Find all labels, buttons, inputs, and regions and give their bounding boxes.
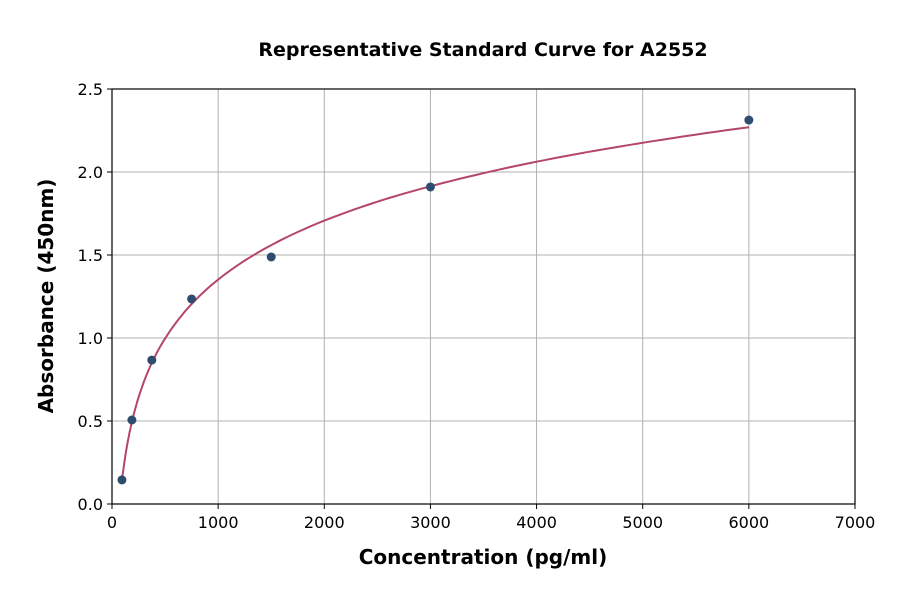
data-point <box>117 475 127 485</box>
plot-frame <box>111 88 856 505</box>
x-tick-label: 5000 <box>622 513 663 532</box>
x-axis-label: Concentration (pg/ml) <box>359 545 608 569</box>
y-axis: 0.0 0.5 1.0 1.5 2.0 2.5 <box>78 80 112 514</box>
y-tick-label: 0.0 <box>78 495 103 514</box>
y-tick-label: 1.0 <box>78 329 103 348</box>
x-axis: 0 1000 2000 3000 4000 5000 6000 7000 <box>107 504 875 532</box>
data-point <box>187 294 197 304</box>
fit-curve <box>121 126 750 481</box>
grid <box>111 88 856 505</box>
x-tick-label: 4000 <box>516 513 557 532</box>
y-tick-label: 2.0 <box>78 163 103 182</box>
y-tick-label: 1.5 <box>78 246 103 265</box>
x-tick-label: 7000 <box>835 513 876 532</box>
y-tick-label: 0.5 <box>78 412 103 431</box>
y-axis-label: Absorbance (450nm) <box>34 179 58 414</box>
y-tick-label: 2.5 <box>78 80 103 99</box>
x-tick-label: 0 <box>107 513 117 532</box>
x-tick-label: 1000 <box>198 513 239 532</box>
data-point <box>744 115 754 125</box>
x-tick-label: 3000 <box>410 513 451 532</box>
x-tick-label: 6000 <box>728 513 769 532</box>
data-point <box>266 252 276 262</box>
data-points <box>117 115 754 485</box>
x-tick-label: 2000 <box>304 513 345 532</box>
data-point <box>127 415 137 425</box>
data-point <box>147 355 157 365</box>
data-point <box>425 182 435 192</box>
chart-title: Representative Standard Curve for A2552 <box>258 39 707 61</box>
